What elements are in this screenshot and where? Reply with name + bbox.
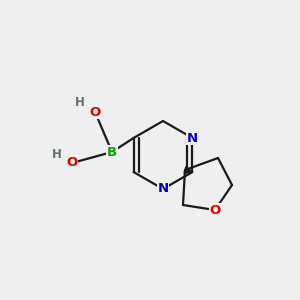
Text: H: H <box>75 97 85 110</box>
Text: N: N <box>158 182 169 196</box>
Text: B: B <box>107 146 117 158</box>
Text: O: O <box>89 106 100 118</box>
Polygon shape <box>184 167 192 173</box>
Text: N: N <box>187 131 198 145</box>
Text: O: O <box>66 157 78 169</box>
Text: H: H <box>52 148 62 161</box>
Text: O: O <box>209 203 220 217</box>
